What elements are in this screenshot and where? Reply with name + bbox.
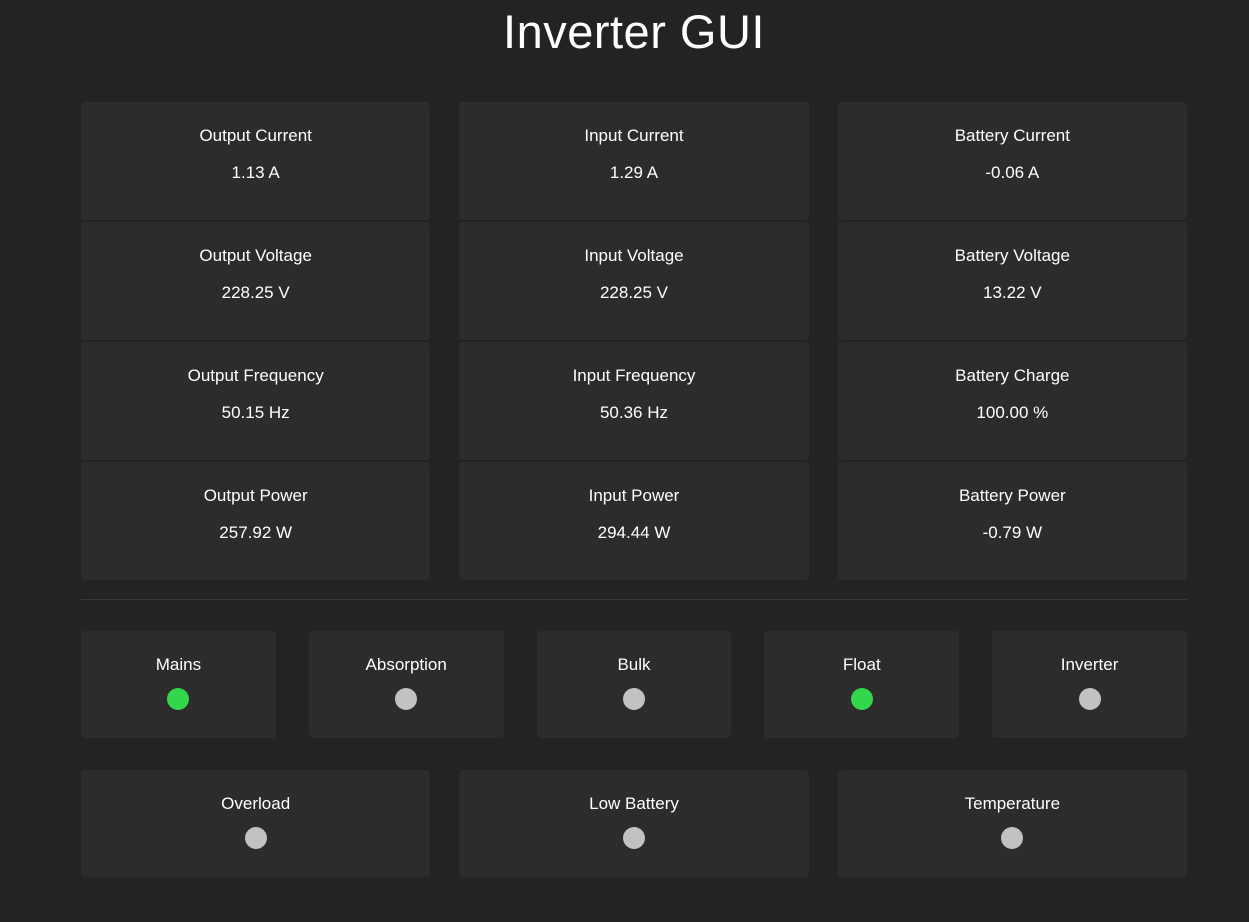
metric-label: Output Power — [203, 486, 308, 505]
metric-label: Battery Charge — [955, 366, 1070, 385]
section-divider — [81, 599, 1187, 600]
status-card-overload: Overload — [81, 770, 431, 877]
status-label: Temperature — [964, 794, 1061, 813]
status-label: Absorption — [365, 655, 447, 674]
metric-value: 257.92 W — [219, 523, 293, 542]
status-card-absorption: Absorption — [308, 631, 504, 738]
dashboard: Inverter GUI Output Current 1.13 A Input… — [81, 0, 1187, 877]
status-label: Inverter — [1060, 655, 1119, 674]
status-card-bulk: Bulk — [536, 631, 732, 738]
metric-label: Battery Voltage — [954, 246, 1070, 265]
status-row-alarms: Overload Low Battery Temperature — [81, 770, 1187, 877]
metric-value: -0.06 A — [985, 163, 1040, 182]
metric-grid: Output Current 1.13 A Input Current 1.29… — [81, 102, 1187, 580]
metric-card-input-voltage: Input Voltage 228.25 V — [459, 222, 809, 340]
metric-value: 50.36 Hz — [599, 403, 669, 422]
overload-led-indicator — [244, 827, 267, 849]
metric-card-output-power: Output Power 257.92 W — [81, 462, 431, 580]
status-card-inverter: Inverter — [992, 631, 1187, 738]
metric-card-battery-voltage: Battery Voltage 13.22 V — [837, 222, 1187, 340]
status-card-temperature: Temperature — [837, 770, 1187, 877]
metric-label: Output Current — [199, 126, 312, 145]
metric-card-output-frequency: Output Frequency 50.15 Hz — [81, 342, 431, 460]
metric-value: 228.25 V — [599, 283, 669, 302]
metric-value: 1.29 A — [609, 163, 659, 182]
metric-label: Input Frequency — [572, 366, 696, 385]
metric-card-input-power: Input Power 294.44 W — [459, 462, 809, 580]
status-card-mains: Mains — [81, 631, 276, 738]
absorption-led-indicator — [395, 688, 418, 710]
status-card-float: Float — [764, 631, 960, 738]
metric-card-input-frequency: Input Frequency 50.36 Hz — [459, 342, 809, 460]
inverter-led-indicator — [1078, 688, 1101, 710]
metric-value: -0.79 W — [982, 523, 1043, 542]
metric-card-battery-current: Battery Current -0.06 A — [837, 102, 1187, 220]
metric-value: 294.44 W — [597, 523, 671, 542]
float-led-indicator — [850, 688, 873, 710]
metric-card-battery-power: Battery Power -0.79 W — [837, 462, 1187, 580]
metric-card-output-current: Output Current 1.13 A — [81, 102, 431, 220]
metric-label: Battery Current — [954, 126, 1070, 145]
metric-label: Output Frequency — [187, 366, 324, 385]
status-row-modes: Mains Absorption Bulk Float Inverter — [81, 631, 1187, 738]
metric-card-battery-charge: Battery Charge 100.00 % — [837, 342, 1187, 460]
status-label: Mains — [155, 655, 202, 674]
status-label: Low Battery — [589, 794, 679, 813]
metric-value: 1.13 A — [231, 163, 280, 182]
metric-label: Input Voltage — [584, 246, 684, 265]
status-label: Bulk — [617, 655, 651, 674]
metric-card-output-voltage: Output Voltage 228.25 V — [81, 222, 431, 340]
metric-card-input-current: Input Current 1.29 A — [459, 102, 809, 220]
metric-label: Input Power — [588, 486, 680, 505]
metric-label: Output Voltage — [199, 246, 312, 265]
metric-label: Battery Power — [958, 486, 1066, 505]
page-title: Inverter GUI — [503, 5, 765, 58]
mains-led-indicator — [167, 688, 190, 710]
metric-label: Input Current — [584, 126, 684, 145]
status-label: Overload — [221, 794, 291, 813]
temperature-led-indicator — [1001, 827, 1024, 849]
low-battery-led-indicator — [622, 827, 645, 849]
metric-value: 228.25 V — [221, 283, 290, 302]
status-label: Float — [842, 655, 881, 674]
metric-value: 50.15 Hz — [221, 403, 290, 422]
metric-value: 13.22 V — [983, 283, 1042, 302]
status-card-low-battery: Low Battery — [459, 770, 809, 877]
bulk-led-indicator — [622, 688, 645, 710]
metric-value: 100.00 % — [976, 403, 1049, 422]
